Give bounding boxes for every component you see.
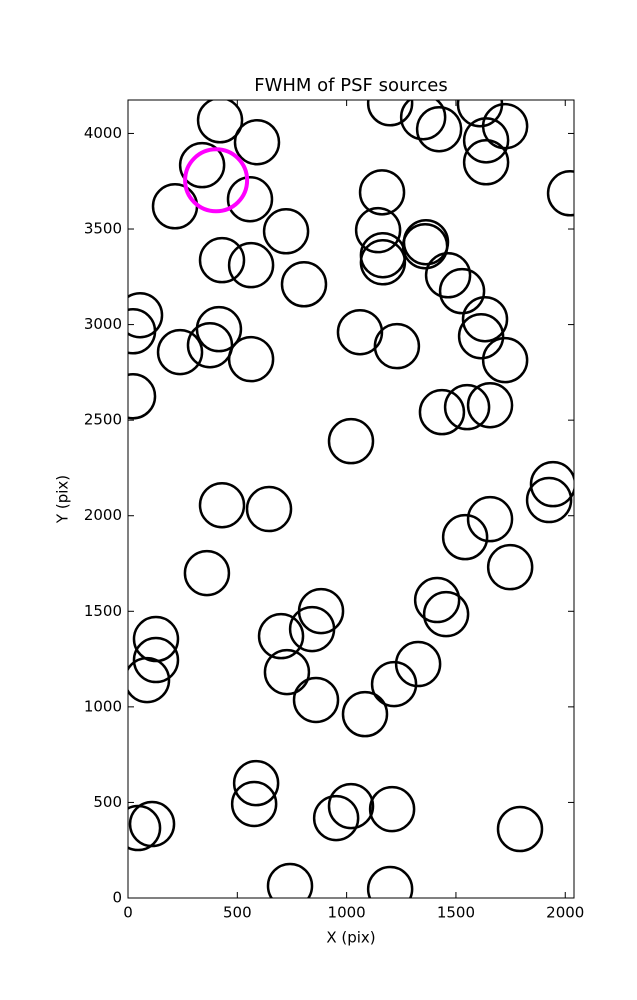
psf-source: [156, 328, 204, 376]
psf-source: [312, 794, 360, 842]
y-tick-label: 1500: [84, 602, 122, 620]
psf-source: [456, 100, 504, 128]
psf-source: [401, 222, 449, 270]
psf-source: [438, 267, 486, 315]
psf-source: [262, 208, 310, 255]
x-tick-label: 0: [123, 904, 133, 922]
psf-source: [292, 676, 340, 724]
axes-frame: [127, 99, 575, 899]
psf-source: [366, 865, 414, 898]
psf-source: [457, 312, 505, 360]
psf-source: [227, 241, 275, 289]
psf-source: [232, 759, 280, 807]
psf-source: [441, 513, 489, 561]
psf-source: [336, 308, 384, 356]
psf-source: [128, 373, 157, 420]
psf-source: [327, 782, 375, 830]
psf-source: [198, 236, 246, 284]
psf-source: [230, 780, 278, 828]
psf-source: [196, 100, 244, 144]
x-tick-label: 2000: [546, 904, 584, 922]
psf-source: [245, 485, 293, 533]
psf-source: [394, 640, 442, 688]
psf-source: [280, 261, 328, 308]
psf-source: [266, 862, 314, 898]
psf-source: [186, 321, 234, 369]
psf-source: [359, 231, 407, 279]
psf-source: [178, 141, 226, 189]
psf-source: [418, 388, 466, 436]
y-tick-label: 1000: [84, 697, 122, 715]
x-tick-label: 1500: [437, 904, 475, 922]
psf-source: [486, 543, 534, 591]
plot-area: [128, 100, 574, 898]
psf-source: [366, 100, 414, 127]
chart-title: FWHM of PSF sources: [254, 75, 448, 96]
psf-source: [151, 183, 199, 230]
psf-source: [546, 170, 574, 217]
psf-source: [402, 218, 450, 266]
psf-source: [195, 305, 243, 353]
psf-source: [466, 381, 514, 429]
psf-source: [399, 100, 447, 141]
psf-source: [525, 476, 573, 524]
psf-source: [233, 118, 281, 166]
psf-source: [198, 481, 246, 529]
psf-source: [128, 308, 157, 355]
y-tick-label: 3000: [84, 315, 122, 333]
psf-source: [462, 117, 510, 164]
psf-source: [496, 805, 544, 853]
psf-source: [128, 804, 162, 852]
y-tick-label: 500: [93, 793, 122, 811]
psf-source: [183, 549, 231, 597]
psf-source: [257, 612, 305, 660]
psf-source: [128, 291, 164, 339]
psf-source: [443, 383, 491, 431]
psf-source: [341, 690, 389, 738]
psf-source: [263, 648, 311, 696]
y-tick-label: 2500: [84, 411, 122, 429]
psf-source: [227, 335, 275, 383]
x-tick-label: 1000: [328, 904, 366, 922]
psf-source: [370, 660, 418, 708]
psf-source: [358, 169, 406, 216]
psf-source: [368, 785, 416, 833]
psf-source: [226, 175, 274, 223]
psf-source: [424, 252, 472, 299]
psf-source: [481, 102, 529, 150]
x-axis-label: X (pix): [326, 929, 375, 947]
y-tick-label: 2000: [84, 506, 122, 524]
psf-source: [415, 105, 463, 153]
psf-source: [128, 656, 171, 704]
psf-source: [462, 139, 510, 186]
psf-source: [183, 147, 250, 214]
psf-source: [327, 417, 375, 465]
psf-source: [354, 206, 402, 254]
psf-source: [373, 322, 421, 370]
y-axis-label: Y (pix): [54, 475, 72, 524]
psf-source: [481, 336, 529, 384]
psf-source: [529, 460, 574, 508]
psf-source: [132, 636, 180, 684]
psf-source: [413, 576, 461, 624]
psf-source: [297, 587, 345, 635]
psf-source: [422, 590, 470, 638]
x-tick-label: 500: [223, 904, 252, 922]
psf-source: [461, 295, 509, 343]
psf-source: [466, 495, 514, 543]
psf-source: [128, 800, 176, 848]
psf-source: [288, 605, 336, 653]
y-tick-label: 3500: [84, 220, 122, 238]
y-tick-label: 4000: [84, 124, 122, 142]
y-tick-label: 0: [112, 889, 122, 907]
